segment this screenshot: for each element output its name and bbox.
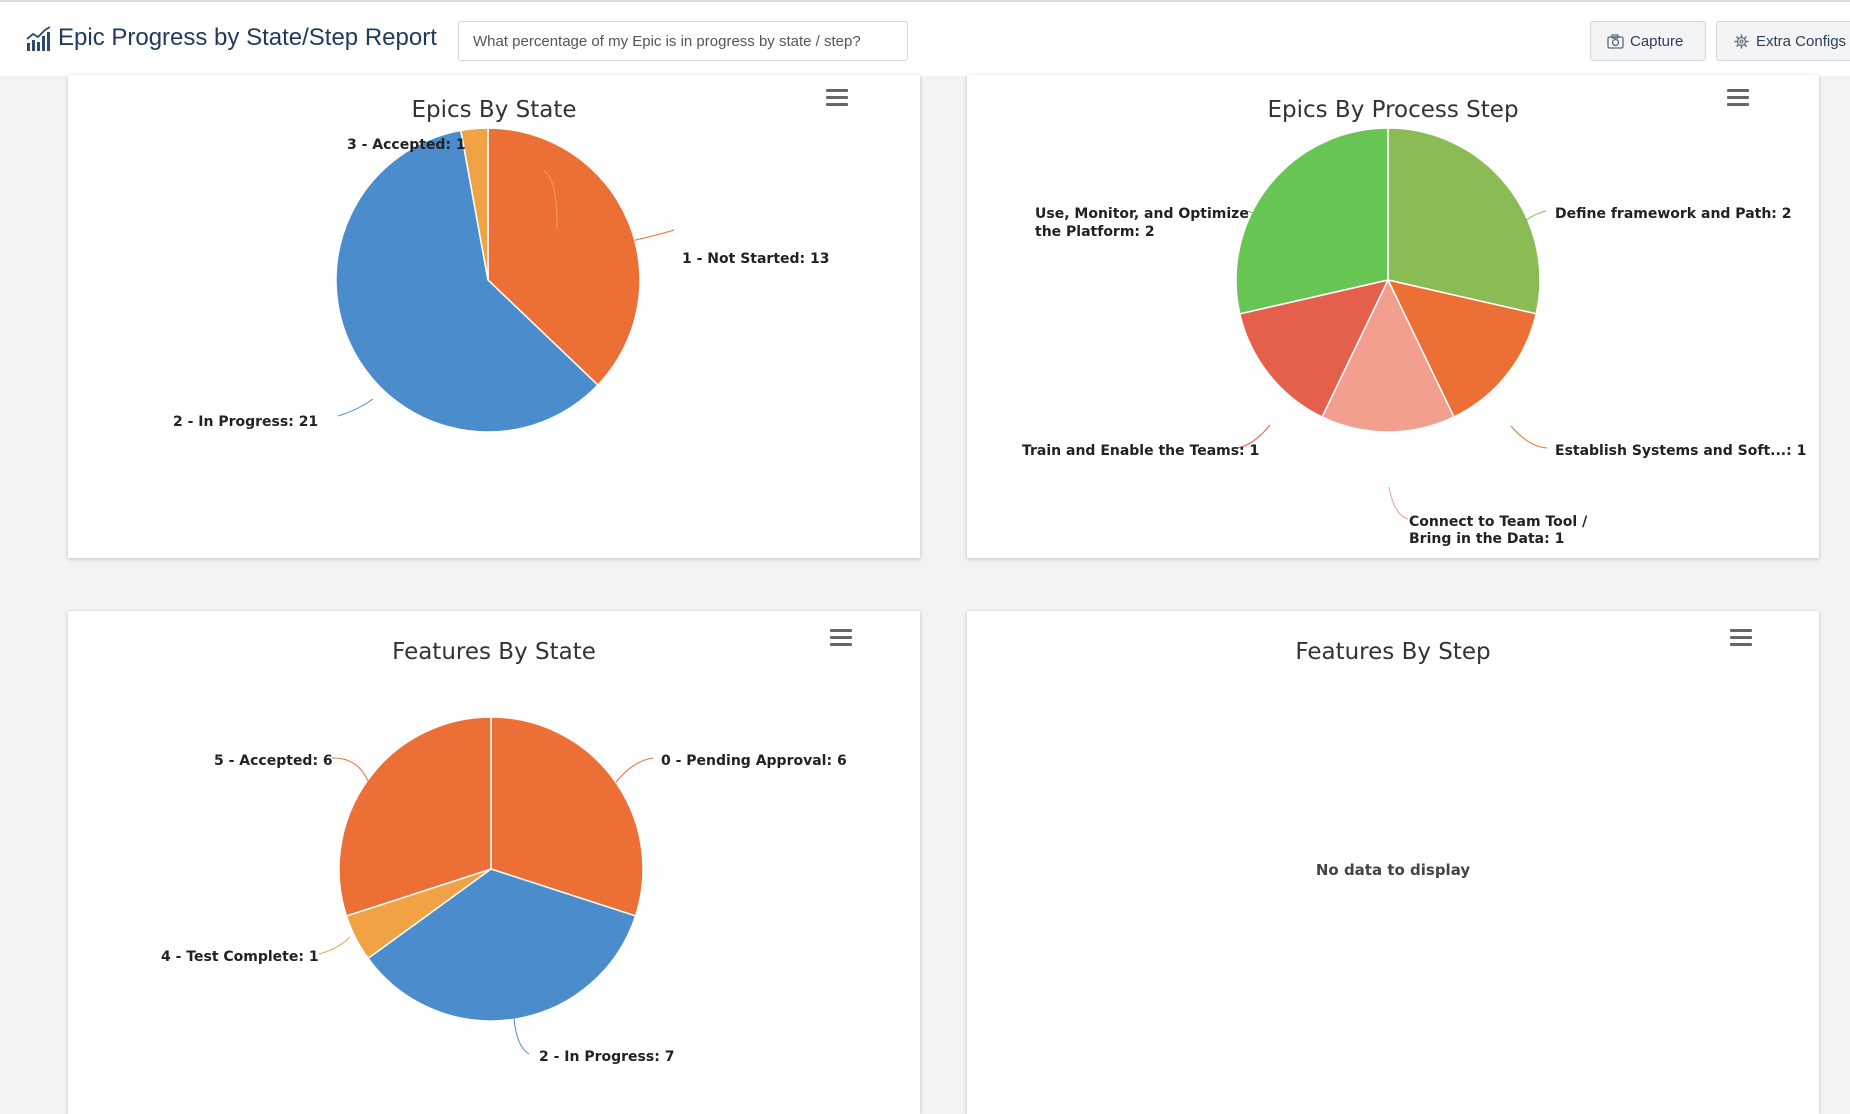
pie-label: Establish Systems and Soft...: 1 [1555,443,1807,459]
leader-line [1388,486,1409,520]
leader-line [543,170,558,231]
chart-title: Epics By Process Step [1267,97,1519,123]
pie-chart [318,716,654,1055]
pie-label: Bring in the Data: 1 [1409,531,1565,547]
pie-label: 4 - Test Complete: 1 [161,949,319,965]
pie-slice[interactable] [459,127,489,281]
pie-label: Connect to Team Tool / [1409,514,1588,530]
leader-line [630,229,675,242]
pie-label: Define framework and Path: 2 [1555,206,1792,222]
chart-menu-icon[interactable] [1730,629,1752,647]
pie-slice[interactable] [1387,127,1541,315]
pie-slice[interactable] [335,129,599,433]
chart-title: Features By State [392,639,596,665]
pie-label: the Platform: 2 [1035,224,1155,240]
capture-label: Capture [1630,32,1684,50]
pie-slice[interactable] [1235,127,1389,315]
pie-label: 1 - Not Started: 13 [682,251,830,267]
top-bar: Epic Progress by State/Step Report Captu… [0,0,1850,76]
pie-label: Use, Monitor, and Optimize [1035,206,1249,222]
no-data-message: No data to display [1315,861,1471,879]
chart-title: Epics By State [411,97,577,123]
leader-line [1234,424,1271,449]
extra-configs-label: Extra Configs [1756,32,1847,50]
report-chart-icon [26,26,51,51]
pie-slice[interactable] [1386,278,1538,418]
chart-title: Features By Step [1295,639,1491,665]
search-input[interactable] [458,21,908,61]
capture-button[interactable]: Capture [1590,21,1706,61]
epics-by-process-step-panel: Epics By Process Step Use, Monitor, and … [967,75,1819,558]
leader-line [331,757,370,784]
gear-icon [1734,33,1749,49]
chart-menu-icon[interactable] [1727,89,1749,107]
pie-slice[interactable] [1238,278,1390,418]
pie-slice[interactable] [1321,278,1455,433]
pie-slice[interactable] [487,127,641,387]
epics-by-state-panel: Epics By State 3 - Accepted: 1 1 - Not S… [68,75,920,558]
features-by-state-panel: Features By State 5 - Accepted: 6 0 - Pe… [68,611,920,1114]
leader-line [337,398,374,417]
chart-menu-icon[interactable] [830,629,852,647]
pie-slice[interactable] [490,716,644,917]
leader-line [318,936,351,955]
extra-configs-button[interactable]: Extra Configs [1716,21,1850,61]
pie-label: 0 - Pending Approval: 6 [661,753,847,769]
pie-label: 5 - Accepted: 6 [214,753,333,769]
pie-label: 2 - In Progress: 21 [173,414,319,430]
camera-icon [1607,33,1624,49]
leader-line [513,1016,530,1055]
leader-line [1510,425,1548,449]
pie-chart [1234,127,1548,520]
pie-slice[interactable] [366,868,637,1022]
leader-line [1245,210,1276,236]
pie-label: 2 - In Progress: 7 [539,1049,675,1065]
leader-line [1511,210,1547,236]
pie-slice[interactable] [338,716,492,917]
pie-chart [335,127,675,433]
pie-label: Train and Enable the Teams: 1 [1022,443,1260,459]
features-by-step-panel: Features By Step No data to display [967,611,1819,1114]
leader-line [615,757,654,783]
chart-menu-icon[interactable] [826,89,848,107]
pie-label: 3 - Accepted: 1 [347,137,466,153]
page-title: Epic Progress by State/Step Report [58,24,437,51]
